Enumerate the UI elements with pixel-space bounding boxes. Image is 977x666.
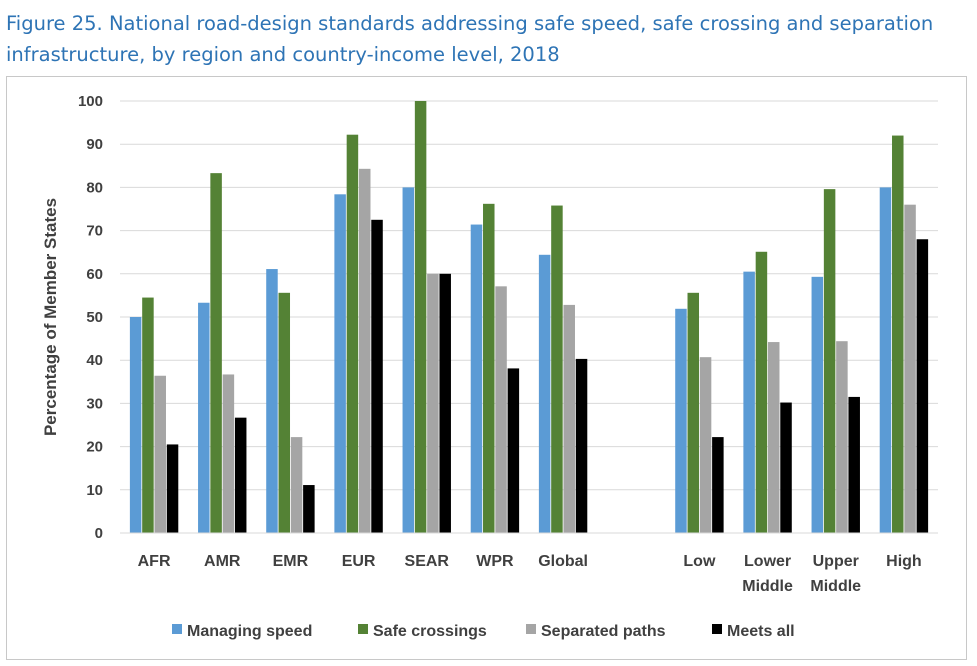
bar — [402, 187, 415, 533]
y-tick-label: 80 — [86, 179, 103, 196]
bar — [712, 437, 724, 533]
bar — [427, 273, 439, 533]
y-tick-label: 70 — [86, 223, 103, 240]
bar — [848, 396, 860, 533]
y-tick-label: 90 — [86, 136, 103, 153]
gridlines — [120, 100, 938, 491]
bar — [154, 375, 166, 533]
figure-title: Figure 25. National road-design standard… — [6, 12, 934, 66]
bar — [916, 239, 929, 534]
category-label: Upper — [813, 553, 859, 570]
bar — [210, 173, 222, 534]
bar — [879, 187, 892, 533]
bar — [414, 101, 427, 533]
bar — [142, 297, 154, 533]
bar — [371, 219, 383, 534]
bar — [811, 276, 824, 533]
bar — [767, 342, 780, 533]
category-label: AFR — [138, 553, 171, 570]
chart-frame — [6, 76, 967, 660]
bar — [675, 308, 687, 533]
y-tick-label: 30 — [86, 395, 103, 412]
category-label: EMR — [273, 553, 309, 570]
bar — [266, 269, 278, 533]
bar — [551, 205, 563, 533]
category-labels: AFR AMR EMR EUR SEAR WPR Global Low Lower Middle U… — [138, 553, 922, 595]
legend-label: Safe crossings — [373, 623, 487, 640]
bar — [823, 189, 836, 534]
y-tick-label: 60 — [86, 266, 103, 283]
legend-label: Meets all — [727, 623, 795, 640]
bar — [222, 374, 235, 533]
bar — [303, 485, 315, 533]
legend-swatch — [712, 624, 722, 634]
bar — [563, 304, 575, 533]
bar — [290, 437, 303, 533]
bar — [687, 292, 700, 533]
bar — [755, 251, 768, 533]
bar — [483, 203, 495, 534]
bar — [743, 271, 755, 533]
bar — [507, 368, 520, 533]
category-label: High — [886, 553, 922, 570]
category-label: Global — [538, 553, 588, 570]
bar — [166, 444, 179, 533]
bar — [129, 317, 142, 533]
bar — [439, 273, 451, 533]
category-label: EUR — [342, 553, 376, 570]
bar — [346, 134, 359, 534]
category-label: AMR — [204, 553, 241, 570]
y-tick-label: 0 — [95, 525, 103, 542]
bar — [904, 204, 916, 533]
legend-swatch — [172, 624, 182, 634]
category-label: WPR — [476, 553, 514, 570]
bar — [234, 417, 247, 533]
y-tick-labels: 0 10 20 30 40 50 60 70 80 90 100 — [78, 93, 103, 542]
legend-label: Separated paths — [541, 623, 666, 640]
bar — [538, 254, 551, 534]
category-label: Middle — [810, 578, 861, 595]
y-tick-label: 10 — [86, 482, 103, 499]
bar — [495, 286, 507, 533]
legend-swatch — [526, 624, 536, 634]
category-label: Middle — [742, 578, 793, 595]
bar — [278, 292, 291, 533]
category-label: Low — [683, 553, 716, 570]
bar — [358, 168, 371, 533]
y-tick-label: 40 — [86, 352, 103, 369]
bar — [780, 402, 792, 533]
category-label: Lower — [744, 553, 791, 570]
y-tick-label: 20 — [86, 439, 103, 456]
y-tick-label: 50 — [86, 309, 103, 326]
legend: Managing speed Safe crossings Separated pa… — [172, 623, 795, 640]
bar — [575, 358, 588, 533]
legend-swatch — [358, 624, 368, 634]
bar — [470, 224, 483, 533]
legend-label: Managing speed — [187, 623, 312, 640]
bar — [892, 135, 904, 533]
bar — [836, 341, 848, 533]
bar — [699, 357, 712, 533]
bar — [334, 194, 346, 533]
category-label: SEAR — [405, 553, 450, 570]
y-axis-label: Percentage of Member States — [41, 198, 60, 436]
bars — [129, 101, 929, 534]
bar — [198, 302, 210, 533]
y-tick-label: 100 — [78, 93, 103, 110]
